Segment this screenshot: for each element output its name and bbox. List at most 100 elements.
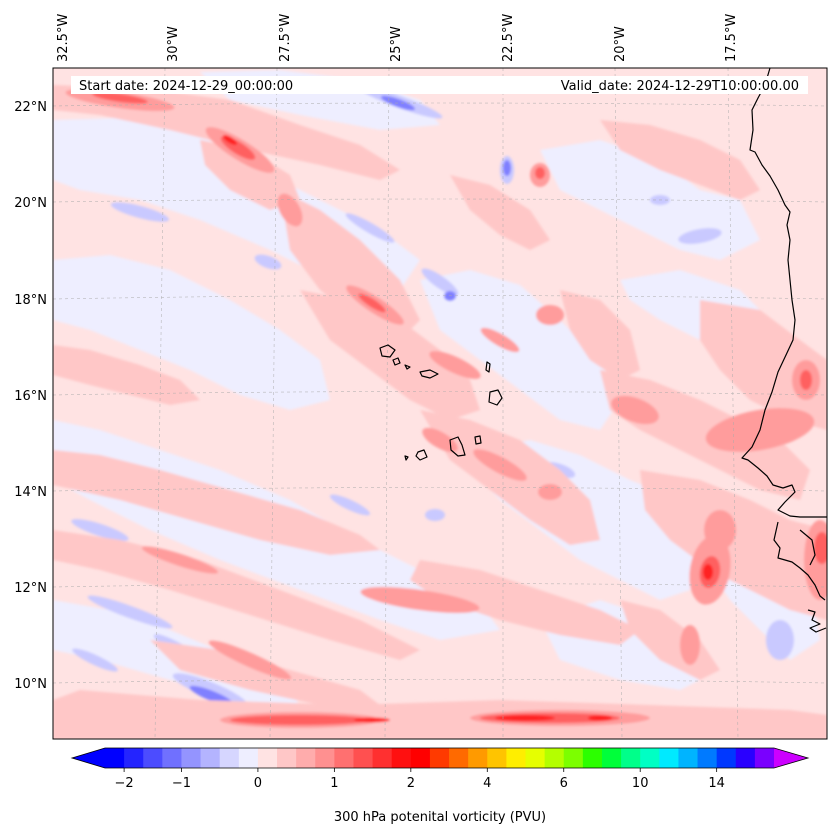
- colorbar-swatch: [449, 748, 469, 768]
- cape-verde-sal: [485, 361, 491, 373]
- colorbar-swatch: [735, 748, 756, 768]
- colorbar-swatch: [124, 748, 144, 768]
- lon-tick-label: 20°W: [613, 26, 628, 62]
- cape-verde-santa-luzia: [404, 364, 411, 370]
- archipelago-coastline: [807, 609, 827, 633]
- colorbar-tick-label: 4: [483, 776, 491, 791]
- colorbar-swatch: [296, 748, 316, 768]
- colorbar-swatch: [181, 748, 202, 768]
- gridlines: [53, 68, 827, 739]
- meridian-27-5w: [269, 68, 278, 739]
- parallel-12n: [53, 583, 827, 588]
- pv-field-positive-weak: [53, 85, 827, 739]
- colorbar-swatch: [315, 748, 335, 768]
- colorbar-tick-label: 0: [254, 776, 262, 791]
- colorbar-tick-label: 1: [330, 776, 338, 791]
- colorbar-swatch: [257, 748, 278, 768]
- colorbar-swatch: [353, 748, 374, 768]
- cape-verde-sao-vicente: [392, 357, 401, 366]
- colorbar-swatch: [429, 748, 450, 768]
- meridian-20w: [614, 68, 623, 739]
- colorbar-extend-high: [774, 748, 808, 768]
- colorbar-swatch: [162, 748, 183, 768]
- colorbar-swatch: [219, 748, 240, 768]
- colorbar-ticks: −2 −1 0 1 2 4 6 10 14: [115, 768, 725, 791]
- lon-tick-label: 32.5°W: [56, 14, 71, 62]
- cape-verde-maio: [474, 435, 482, 445]
- lat-tick-label: 14°N: [14, 485, 47, 500]
- cape-verde-sao-nicolau: [419, 369, 439, 379]
- colorbar-tick-label: 10: [632, 776, 649, 791]
- colorbar-swatch: [640, 748, 660, 768]
- pv-field-negative-moderate: [71, 78, 794, 736]
- cape-verde-santiago: [449, 436, 466, 457]
- coastlines: [379, 68, 827, 633]
- colorbar-swatches: [105, 748, 775, 768]
- cape-verde-fogo: [415, 449, 428, 461]
- map-area: Start date: 2024-12-29_00:00:00 Valid_da…: [53, 68, 827, 739]
- meridian-25w: [384, 68, 390, 739]
- lat-tick-label: 16°N: [14, 389, 47, 404]
- colorbar-swatch: [582, 748, 603, 768]
- parallel-22n: [53, 102, 827, 107]
- guinea-coastline-inner: [799, 529, 816, 566]
- lon-tick-label: 27.5°W: [278, 14, 293, 62]
- start-date-label: Start date: 2024-12-29_00:00:00: [79, 79, 293, 94]
- colorbar-tick-label: 14: [708, 776, 725, 791]
- pv-field: [53, 70, 827, 739]
- colorbar-swatch: [659, 748, 680, 768]
- colorbar-outline: [70, 747, 810, 769]
- lat-tick-label: 20°N: [14, 196, 47, 211]
- parallel-20n: [53, 198, 827, 203]
- colorbar-tick-label: 2: [407, 776, 415, 791]
- lon-tick-label: 30°W: [166, 26, 181, 62]
- colorbar-swatch: [697, 748, 718, 768]
- colorbar-swatch: [334, 748, 355, 768]
- lat-tick-label: 18°N: [14, 293, 47, 308]
- colorbar-tick-label: −1: [172, 776, 191, 791]
- meridian-17-5w: [727, 68, 739, 739]
- colorbar-swatch: [143, 748, 163, 768]
- colorbar-swatch: [678, 748, 699, 768]
- cape-verde-brava: [404, 455, 409, 461]
- parallel-16n: [53, 391, 827, 396]
- colorbar-tick-label: 6: [560, 776, 568, 791]
- colorbar-swatch: [468, 748, 488, 768]
- africa-coastline: [741, 68, 827, 518]
- colorbar-swatch: [372, 748, 393, 768]
- lon-tick-labels: 32.5°W 30°W 27.5°W 25°W 22.5°W 20°W 17.5…: [56, 14, 739, 62]
- colorbar-swatch: [506, 748, 527, 768]
- colorbar: −2 −1 0 1 2 4 6 10 14 300 hPa potenital vorticit…: [70, 747, 810, 825]
- map-frame: [52, 67, 828, 740]
- meridian-30w: [154, 68, 166, 739]
- date-banner: [71, 76, 808, 94]
- lat-tick-labels: 22°N 20°N 18°N 16°N 14°N 12°N 10°N: [14, 100, 47, 692]
- cape-verde-santo-antao: [379, 344, 396, 358]
- guinea-coastline: [773, 521, 826, 601]
- colorbar-swatch: [754, 748, 775, 768]
- lat-tick-label: 10°N: [14, 677, 47, 692]
- colorbar-swatch: [391, 748, 412, 768]
- lat-tick-label: 22°N: [14, 100, 47, 115]
- pv-field-positive-peak: [223, 135, 713, 723]
- parallel-18n: [53, 295, 827, 300]
- colorbar-swatch: [238, 748, 259, 768]
- colorbar-swatch: [563, 748, 584, 768]
- colorbar-swatch: [716, 748, 737, 768]
- colorbar-swatch: [105, 748, 125, 768]
- colorbar-label: 300 hPa potenital vorticity (PVU): [334, 810, 546, 825]
- colorbar-tick-label: −2: [115, 776, 134, 791]
- valid-date-label: Valid_date: 2024-12-29T10:00:00.00: [561, 79, 799, 94]
- colorbar-swatch: [487, 748, 507, 768]
- colorbar-swatch: [277, 748, 297, 768]
- colorbar-swatch: [410, 748, 431, 768]
- colorbar-swatch: [525, 748, 546, 768]
- parallel-14n: [53, 487, 827, 492]
- colorbar-extend-low: [72, 748, 105, 768]
- colorbar-swatch: [544, 748, 565, 768]
- colorbar-swatch: [601, 748, 622, 768]
- lon-tick-label: 17.5°W: [724, 14, 739, 62]
- colorbar-swatch: [621, 748, 641, 768]
- lat-tick-label: 12°N: [14, 581, 47, 596]
